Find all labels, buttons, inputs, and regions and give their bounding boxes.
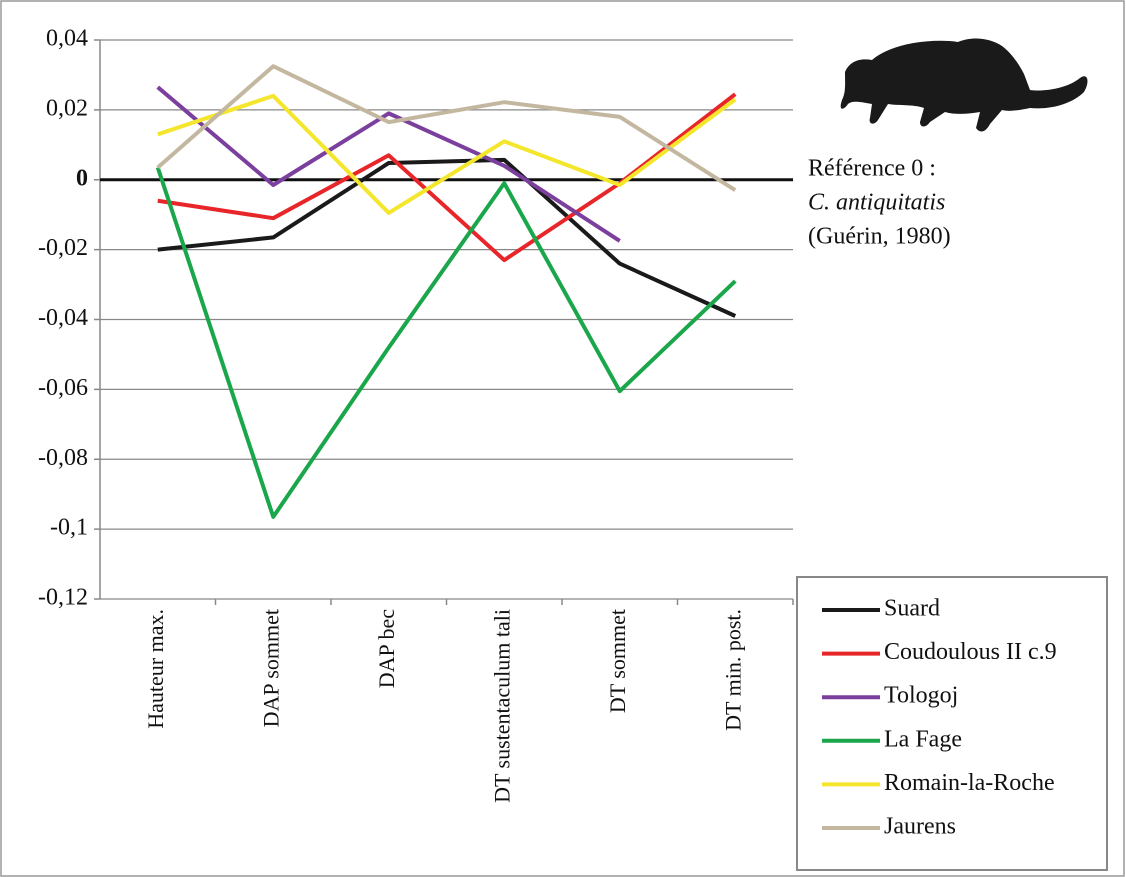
legend-label: Romain-la-Roche <box>884 770 1055 796</box>
y-tick-label: -0,1 <box>50 515 88 541</box>
x-tick-label: DT sustentaculum tali <box>489 609 514 803</box>
series-line <box>155 166 737 519</box>
x-tick-label: DT sommet <box>605 609 630 713</box>
series-line <box>157 157 737 318</box>
legend-label: Jaurens <box>884 814 956 840</box>
legend-label: Tologoj <box>884 683 958 709</box>
series-line <box>156 64 737 192</box>
annotation: (Guérin, 1980) <box>808 224 951 250</box>
y-tick-label: -0,04 <box>38 305 88 331</box>
legend-label: Coudoulous II c.9 <box>884 639 1057 665</box>
y-tick-label: -0,06 <box>38 375 88 401</box>
y-tick-label: -0,02 <box>38 235 88 261</box>
series-line <box>156 85 621 243</box>
legend-label: Suard <box>884 596 940 622</box>
series-line <box>157 93 737 215</box>
y-tick-label: -0,12 <box>38 585 88 611</box>
annotation: C. antiquitatis <box>808 190 945 216</box>
legend-label: La Fage <box>884 726 962 752</box>
x-tick-label: DT min. post. <box>720 609 745 731</box>
y-tick-label: 0 <box>76 165 88 191</box>
y-tick-label: 0,04 <box>46 26 88 52</box>
y-tick-label: -0,08 <box>38 445 88 471</box>
y-tick-label: 0,02 <box>46 95 88 121</box>
annotation: Référence 0 : <box>808 156 936 182</box>
rhino-icon <box>840 38 1088 132</box>
x-tick-label: DAP bec <box>374 609 399 688</box>
x-tick-label: DAP sommet <box>258 609 283 727</box>
x-tick-label: Hauteur max. <box>143 609 168 729</box>
legend-box <box>796 576 1108 871</box>
